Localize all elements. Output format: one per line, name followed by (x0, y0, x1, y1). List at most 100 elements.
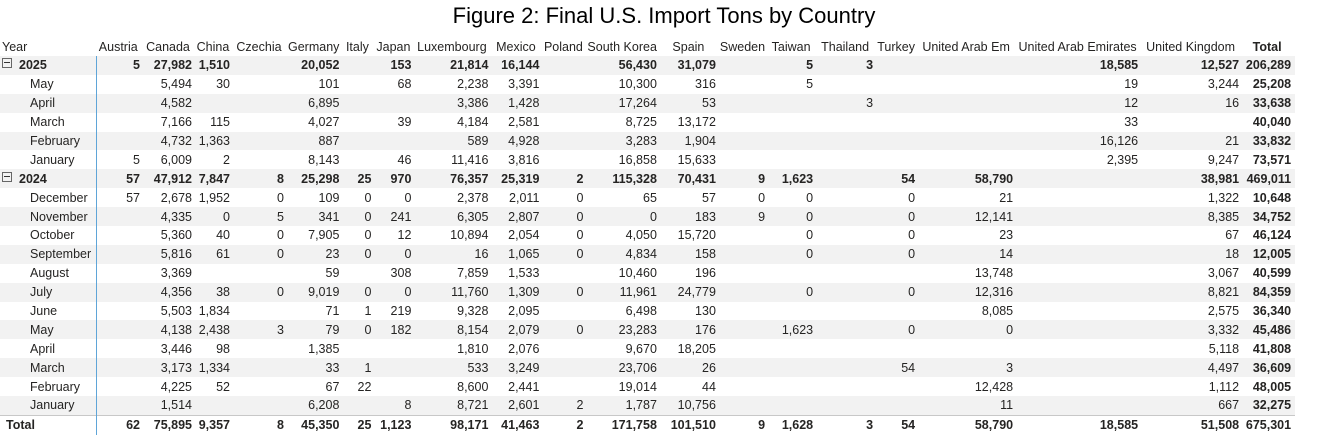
cell-south-korea: 8,725 (625, 115, 657, 130)
column-header-mexico[interactable]: Mexico (496, 40, 536, 54)
cell-poland (543, 131, 588, 151)
column-header-czechia[interactable]: Czechia (236, 40, 282, 54)
month-row: July 4,356 38 0 9,019 0 0 11,760 1,309 0 11,961 24,… (0, 282, 1296, 302)
cell-china: 0 (196, 207, 234, 227)
cell-total: 40,040 (1252, 115, 1292, 130)
cell-italy: 1 (364, 304, 372, 319)
column-header-luxembourg[interactable]: Luxembourg (417, 40, 487, 54)
cell-united-arab-em (919, 56, 1018, 75)
row-label-cell: June (0, 301, 97, 321)
column-header-japan[interactable]: Japan (376, 40, 411, 54)
cell-luxembourg: 6,305 (415, 207, 493, 227)
column-header-poland[interactable]: Poland (543, 40, 583, 54)
cell-china: 2 (223, 152, 230, 167)
cell-sweden (719, 131, 770, 151)
cell-united-arab-emirates (1017, 207, 1143, 227)
collapse-icon[interactable] (2, 171, 12, 182)
column-header-thailand[interactable]: Thailand (821, 40, 870, 54)
cell-czechia (234, 358, 288, 378)
column-header-turkey[interactable]: Turkey (877, 40, 915, 54)
cell-spain: 13,172 (677, 115, 716, 130)
cell-china: 7,847 (196, 169, 234, 189)
cell-taiwan (769, 396, 818, 416)
cell-austria (96, 339, 144, 358)
column-header-south-korea[interactable]: South Korea (587, 40, 657, 54)
cell-thailand (817, 113, 877, 132)
cell-south-korea: 0 (587, 207, 661, 227)
cell-mexico: 3,816 (508, 152, 540, 167)
cell-czechia: 5 (234, 207, 288, 227)
column-header-united-kingdom[interactable]: United Kingdom (1146, 40, 1236, 54)
column-header-year[interactable]: Year (0, 35, 96, 56)
cell-united-arab-em: 23 (999, 228, 1014, 243)
cell-turkey: 0 (877, 320, 920, 340)
cell-germany: 20,052 (288, 56, 344, 75)
cell-japan: 153 (375, 56, 416, 75)
column-header-canada[interactable]: Canada (146, 40, 190, 54)
month-row: September 5,816 61 0 23 0 0 16 1,065 0 4,834 158 0 0 1… (0, 244, 1296, 264)
column-header-united-arab-emirates[interactable]: United Arab Emirates (1018, 40, 1137, 54)
cell-germany: 45,350 (288, 414, 344, 435)
row-label: 2025 (19, 58, 47, 73)
cell-germany: 7,905 (308, 228, 340, 243)
collapse-icon[interactable] (2, 58, 12, 69)
month-row: October 5,360 40 0 7,905 0 12 10,894 2,054 0 4,050… (0, 226, 1295, 245)
column-header-italy[interactable]: Italy (345, 40, 369, 54)
cell-south-korea: 23,283 (587, 320, 661, 340)
column-header-taiwan[interactable]: Taiwan (771, 40, 811, 54)
cell-total: 41,808 (1252, 341, 1292, 356)
cell-united-kingdom (1142, 113, 1243, 132)
cell-italy (343, 264, 375, 283)
cell-austria: 57 (96, 169, 144, 189)
cell-united-kingdom: 5,118 (1208, 341, 1240, 356)
cell-turkey (877, 396, 920, 416)
cell-taiwan (769, 302, 817, 321)
cell-germany: 4,027 (308, 115, 340, 130)
cell-total: 84,359 (1243, 282, 1296, 302)
cell-united-arab-emirates (1017, 264, 1142, 283)
cell-spain: 70,431 (660, 169, 720, 189)
month-row: March 7,166 115 4,027 39 4,184 2,581 8,725 13,17… (0, 112, 1295, 132)
cell-japan (375, 93, 416, 113)
row-label-cell: February (0, 377, 97, 397)
row-label: May (30, 77, 54, 92)
cell-total: 10,648 (1252, 190, 1292, 205)
cell-sweden (720, 150, 769, 169)
row-label-cell: October (0, 226, 97, 245)
row-label-cell: December (0, 188, 97, 208)
cell-south-korea: 16,858 (618, 152, 657, 167)
cell-czechia: 8 (234, 169, 288, 189)
year-label-cell[interactable]: 2025 (0, 56, 97, 75)
cell-spain: 15,720 (677, 228, 716, 243)
year-label-cell[interactable]: 2024 (0, 169, 97, 189)
column-header-austria[interactable]: Austria (98, 40, 138, 54)
cell-turkey: 0 (877, 244, 920, 264)
year-row: 2025 5 27,982 1,510 20,052 153 21,814 16,144 56,… (0, 56, 1296, 75)
column-header-germany[interactable]: Germany (288, 40, 340, 54)
cell-total: 36,340 (1252, 304, 1292, 319)
cell-thailand (817, 188, 877, 207)
cell-united-arab-em: 58,790 (919, 169, 1018, 189)
cell-south-korea: 65 (643, 190, 657, 205)
cell-czechia: 0 (234, 244, 288, 264)
cell-united-kingdom: 667 (1142, 396, 1244, 416)
column-header-china[interactable]: China (196, 40, 230, 54)
cell-south-korea: 10,460 (618, 266, 657, 281)
column-header-total[interactable]: Total (1252, 40, 1282, 54)
cell-czechia: 3 (234, 320, 288, 340)
cell-total: 34,752 (1243, 207, 1296, 227)
column-header-sweden[interactable]: Sweden (719, 40, 766, 54)
cell-austria: 5 (96, 56, 144, 75)
cell-czechia (234, 131, 288, 151)
column-header-united-arab-em[interactable]: United Arab Em (922, 40, 1010, 54)
column-header-spain[interactable]: Spain (672, 40, 705, 54)
month-row: May 5,494 30 101 68 2,238 3,391 10,300 316 5 19 3,2… (0, 74, 1295, 94)
cell-spain: 44 (702, 379, 716, 394)
cell-united-kingdom: 51,508 (1142, 414, 1244, 435)
cell-united-kingdom: 12,527 (1142, 56, 1244, 75)
cell-italy (343, 56, 376, 75)
cell-italy (343, 150, 375, 169)
row-label: February (30, 134, 81, 148)
cell-united-arab-em (919, 113, 1017, 132)
cell-total: 206,289 (1243, 56, 1296, 75)
